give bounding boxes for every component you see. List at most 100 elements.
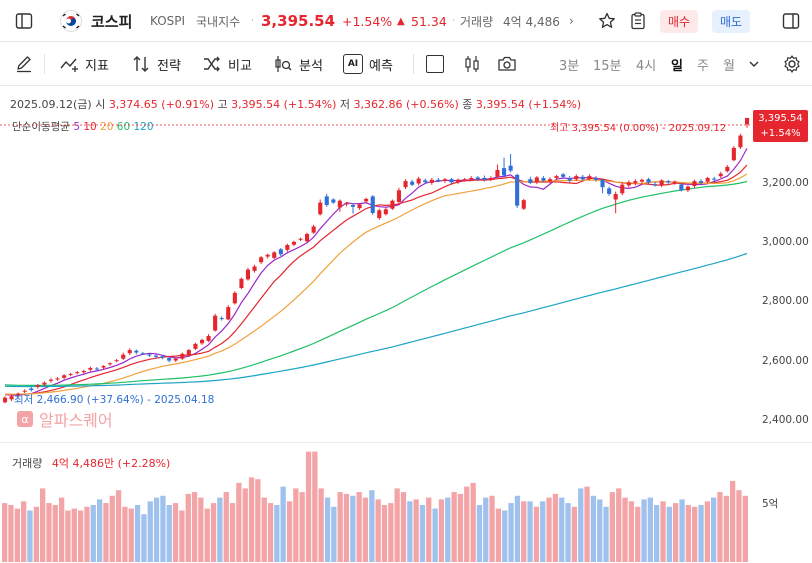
volume-bar [502, 510, 508, 562]
volume-bar [622, 497, 628, 562]
volume-bar [286, 501, 293, 562]
shuffle-icon [204, 56, 220, 72]
volume-bar [52, 505, 58, 562]
screenshot-button[interactable] [496, 42, 518, 86]
volume-bar [698, 505, 704, 562]
favorite-button[interactable] [597, 0, 617, 42]
volume-bar [293, 488, 299, 562]
candle-body [206, 336, 211, 341]
strategy-button[interactable]: 전략 [131, 42, 181, 86]
volume-bar [2, 503, 8, 562]
volume-bar [356, 492, 362, 562]
candle-body [469, 178, 474, 180]
candle-body [377, 210, 382, 218]
interval-dropdown-button[interactable] [748, 42, 760, 86]
volume-bar [280, 486, 286, 562]
volume-bar [673, 503, 679, 562]
indicator-label: 지표 [85, 58, 109, 74]
volume-bar [432, 508, 438, 562]
candle-body [186, 350, 191, 355]
ma-line-20 [4, 173, 748, 395]
volume-bar [299, 492, 305, 562]
candle-body [285, 245, 290, 250]
chevron-down-icon [749, 61, 759, 67]
volume-bar [128, 508, 134, 562]
ma-legend-label: 단순이동평균 [12, 121, 70, 133]
drawing-tool-button[interactable] [14, 42, 34, 86]
right-panel-toggle-button[interactable] [781, 0, 801, 42]
indicator-chart-icon [60, 58, 78, 72]
interval-day[interactable]: 일 [671, 58, 683, 74]
candle-body [416, 178, 421, 184]
volume-bar [185, 493, 191, 562]
chevron-right-icon[interactable]: › [569, 14, 574, 28]
candle-body [298, 238, 303, 240]
indicator-button[interactable]: 지표 [59, 42, 109, 86]
candlesticks [3, 117, 750, 404]
candle-body [29, 388, 34, 390]
candle-body [364, 198, 369, 202]
volume-bar [369, 490, 375, 562]
gear-icon [784, 55, 800, 73]
volume-bar [198, 497, 204, 562]
candle-body [462, 179, 467, 181]
ma-period-20: 20 [100, 121, 114, 133]
candle-body [62, 375, 67, 378]
volume-bar [8, 505, 14, 562]
interval-3min[interactable]: 3분 [559, 58, 580, 74]
volume-bar [597, 499, 603, 562]
candle-body [574, 176, 579, 180]
candle-body [449, 179, 454, 183]
volume-bar [730, 481, 736, 562]
forecast-button[interactable]: AI 예측 [343, 42, 393, 86]
chart-type-toggle-button[interactable] [426, 42, 444, 86]
star-icon [599, 12, 615, 28]
candle-body [725, 166, 730, 172]
candle-body [580, 176, 585, 180]
candle-body [259, 257, 264, 263]
candle-body [679, 184, 684, 191]
volume-legend-value: 4억 4,486만 (+2.28%) [51, 457, 171, 470]
compare-button[interactable]: 비교 [202, 42, 252, 86]
candle-body [200, 339, 205, 344]
candle-body [154, 355, 159, 357]
y-axis-label: 3,000.00 [762, 236, 809, 248]
volume-bar [628, 501, 634, 562]
candle-style-button[interactable] [462, 42, 482, 86]
candle-body [3, 397, 8, 403]
volume-bar [571, 506, 577, 562]
sidebar-toggle-button[interactable] [14, 0, 34, 42]
order-sheet-button[interactable] [629, 0, 647, 42]
volume-bar [122, 506, 128, 562]
volume-bar [78, 510, 84, 562]
ma-legend[interactable]: 단순이동평균 5 10 20 60 120 [12, 119, 154, 134]
buy-button[interactable]: 매수 [660, 9, 699, 33]
volume-bar [407, 501, 413, 562]
volume-bar [65, 510, 71, 562]
volume-bar [255, 479, 261, 562]
candle-body [344, 203, 349, 205]
candle-body [567, 178, 572, 181]
interval-month[interactable]: 월 [723, 58, 735, 74]
sell-button[interactable]: 매도 [712, 9, 751, 33]
current-price-tag: 3,395.54 +1.54% [753, 110, 808, 142]
separator-dot: · [251, 16, 254, 26]
interval-week[interactable]: 주 [697, 58, 709, 74]
top-bar: 코스피 KOSPI 국내지수 · 3,395.54 +1.54% ▲ 51.34… [0, 0, 812, 42]
candle-body [521, 200, 526, 209]
candle-body [370, 196, 375, 213]
settings-button[interactable] [782, 42, 802, 86]
interval-4hour[interactable]: 4시 [636, 58, 657, 74]
interval-15min[interactable]: 15분 [593, 58, 622, 74]
candle-body [134, 350, 139, 353]
volume-axis-label: 5억 [762, 498, 779, 510]
volume-bar [666, 506, 672, 562]
candle-body [265, 254, 270, 257]
candle-body [436, 179, 441, 181]
candle-body [745, 117, 750, 125]
candle-body [291, 241, 296, 245]
analysis-button[interactable]: 분석 [273, 42, 323, 86]
candlestick-icon [465, 56, 479, 72]
candle-body [626, 182, 631, 186]
candle-body [712, 178, 717, 180]
